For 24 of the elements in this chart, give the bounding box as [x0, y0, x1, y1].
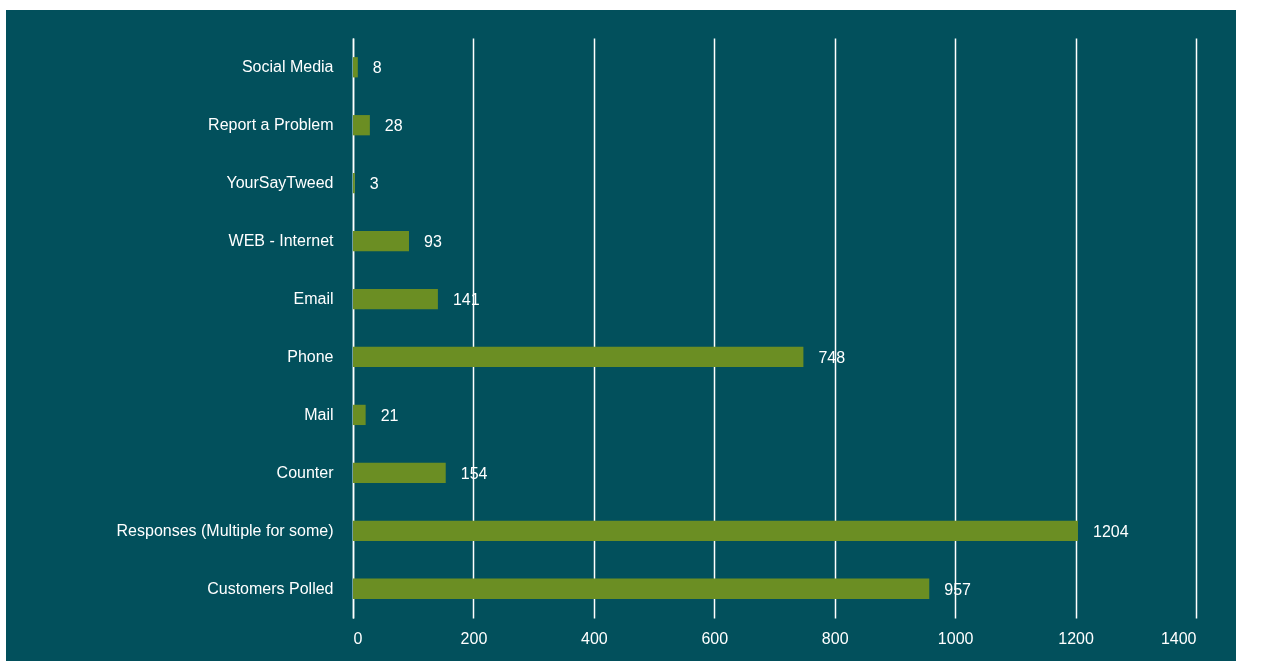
data-label: 93	[424, 233, 442, 251]
data-label: 28	[384, 117, 403, 135]
x-tick-label: 1200	[1058, 629, 1094, 647]
y-tick-label: Report a Problem	[208, 116, 334, 134]
y-tick-label: Responses (Multiple for some)	[116, 521, 334, 539]
x-tick-label: 600	[701, 629, 729, 647]
y-tick-label: Social Media	[241, 58, 334, 76]
x-tick-label: 800	[821, 629, 849, 647]
data-label: 3	[369, 175, 379, 193]
y-tick-label: WEB - Internet	[228, 232, 335, 250]
x-tick-label: 200	[460, 629, 488, 647]
data-label: 1204	[1092, 522, 1129, 540]
y-tick-label: Customers Polled	[207, 579, 334, 597]
data-label: 21	[380, 406, 399, 424]
data-label: 8	[372, 59, 382, 77]
y-tick-label: Phone	[287, 347, 334, 365]
y-tick-label: YourSayTweed	[226, 174, 334, 192]
y-tick-label: Mail	[304, 405, 334, 423]
x-tick-label: 1000	[937, 629, 974, 647]
y-tick-label: Counter	[276, 463, 335, 481]
x-tick-label: 400	[581, 629, 608, 647]
x-tick-label: 0	[353, 629, 363, 647]
x-tick-label: 1400	[1160, 629, 1197, 647]
y-tick-label: Email	[293, 290, 334, 308]
